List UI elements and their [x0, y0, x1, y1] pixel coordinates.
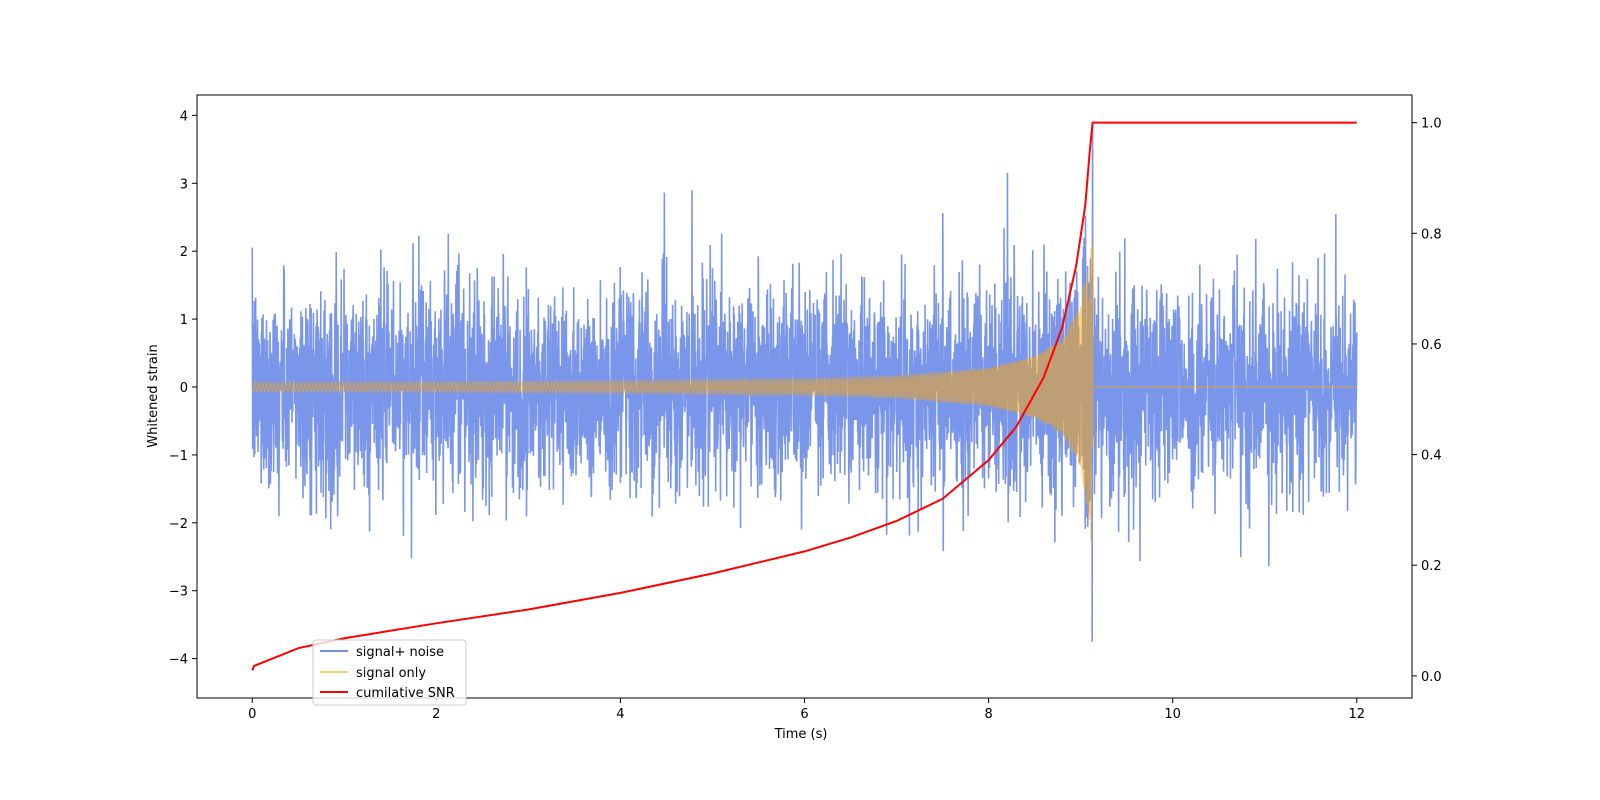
- y-tick-label: −2: [169, 517, 188, 532]
- y2-tick-label: 1.0: [1421, 117, 1442, 132]
- legend-label-cumulative-snr: cumilative SNR: [356, 686, 455, 701]
- y-tick-label: 4: [180, 109, 188, 124]
- y-axis-label: Whitened strain: [146, 344, 161, 447]
- cumulative-snr-line: [251, 121, 1357, 671]
- legend-label-signal-plus-noise: signal+ noise: [356, 645, 444, 660]
- x-axis-label: Time (s): [774, 727, 828, 742]
- x-tick-label: 6: [800, 707, 808, 722]
- y2-tick-label: 0.8: [1421, 227, 1442, 242]
- series-cumulative-snr: [251, 121, 1357, 671]
- legend-box: [312, 639, 467, 706]
- y-tick-label: −3: [169, 585, 188, 600]
- y-tick-label: 0: [180, 381, 188, 396]
- y2-tick-label: 0.0: [1421, 670, 1442, 685]
- y-tick-label: 2: [180, 245, 188, 260]
- x-tick-label: 12: [1348, 707, 1365, 722]
- signal-plus-noise-line: [251, 122, 1358, 642]
- legend: signal+ noise signal only cumilative SNR: [312, 639, 467, 706]
- series-signal-plus-noise: [251, 122, 1358, 642]
- y-axis-left: 4 3 2 1 0 −1 −2 −3 −4: [169, 109, 197, 668]
- plot-area: [251, 121, 1358, 671]
- x-axis: 0 2 4 6 8 10 12: [248, 698, 1365, 722]
- legend-label-signal-only: signal only: [356, 666, 426, 681]
- y-tick-label: 3: [180, 177, 188, 192]
- x-tick-label: 4: [616, 707, 624, 722]
- y-axis-right: 1.0 0.8 0.6 0.4 0.2 0.0: [1412, 117, 1442, 685]
- x-tick-label: 10: [1164, 707, 1181, 722]
- x-tick-label: 8: [984, 707, 992, 722]
- y2-tick-label: 0.4: [1421, 449, 1442, 464]
- x-tick-label: 2: [432, 707, 440, 722]
- y-tick-label: 1: [180, 313, 188, 328]
- signal-only-line: [251, 244, 1357, 542]
- y2-tick-label: 0.2: [1421, 559, 1442, 574]
- y-tick-label: −1: [169, 449, 188, 464]
- y2-tick-label: 0.6: [1421, 338, 1442, 353]
- x-tick-label: 0: [248, 707, 256, 722]
- y-tick-label: −4: [169, 653, 188, 668]
- series-signal-only: [251, 244, 1357, 542]
